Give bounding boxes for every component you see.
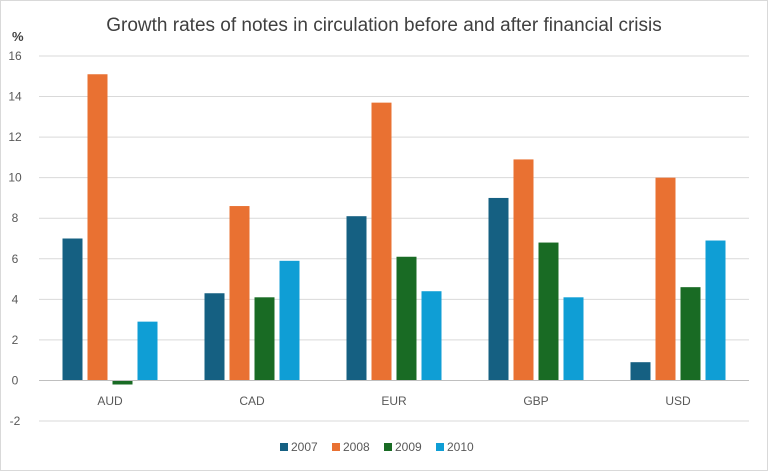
bar-eur-2007 (346, 216, 367, 381)
legend: 2007 2008 2009 2010 (280, 440, 474, 454)
legend-swatch-2007 (280, 443, 288, 451)
bar-gbp-2008 (513, 159, 534, 381)
legend-swatch-2008 (332, 443, 340, 451)
x-tick-label: EUR (381, 394, 407, 408)
bar-usd-2010 (705, 240, 726, 381)
bar-cad-2008 (229, 206, 250, 381)
bar-cad-2007 (204, 293, 225, 381)
bar-gbp-2009 (538, 242, 559, 381)
y-tick-label: -2 (10, 414, 21, 428)
y-tick-label: 2 (12, 333, 19, 347)
bar-eur-2009 (396, 256, 417, 381)
bar-cad-2009 (254, 297, 275, 381)
y-tick-label: 0 (12, 373, 19, 387)
legend-label: 2008 (343, 440, 370, 454)
legend-swatch-2009 (384, 443, 392, 451)
x-tick-label: AUD (97, 394, 123, 408)
legend-label: 2010 (447, 440, 474, 454)
y-axis-unit-label: % (12, 29, 24, 44)
legend-label: 2007 (291, 440, 318, 454)
x-axis-ticks: AUD CAD EUR GBP USD (97, 394, 691, 408)
bar-aud-2009 (112, 380, 133, 385)
bar-gbp-2007 (488, 197, 509, 381)
y-axis-ticks: -2 0 2 4 6 8 10 12 14 16 (8, 49, 22, 428)
bar-usd-2009 (680, 287, 701, 381)
bar-usd-2008 (655, 177, 676, 381)
y-tick-label: 16 (8, 49, 22, 63)
chart-title: Growth rates of notes in circulation bef… (106, 15, 662, 36)
bar-aud-2010 (137, 321, 158, 381)
bar-cad-2010 (279, 260, 300, 381)
y-tick-label: 6 (12, 252, 19, 266)
y-tick-label: 12 (8, 130, 22, 144)
x-tick-label: GBP (523, 394, 548, 408)
bar-usd-2007 (630, 362, 651, 381)
bar-eur-2008 (371, 102, 392, 381)
legend-label: 2009 (395, 440, 422, 454)
y-tick-label: 14 (8, 90, 22, 104)
legend-swatch-2010 (436, 443, 444, 451)
bar-aud-2007 (62, 238, 83, 381)
y-tick-label: 10 (8, 171, 22, 185)
bar-aud-2008 (87, 74, 108, 381)
bar-eur-2010 (421, 291, 442, 381)
x-tick-label: CAD (239, 394, 265, 408)
y-tick-label: 4 (12, 292, 19, 306)
bars (62, 74, 726, 385)
y-tick-label: 8 (12, 211, 19, 225)
x-tick-label: USD (665, 394, 691, 408)
bar-gbp-2010 (563, 297, 584, 381)
